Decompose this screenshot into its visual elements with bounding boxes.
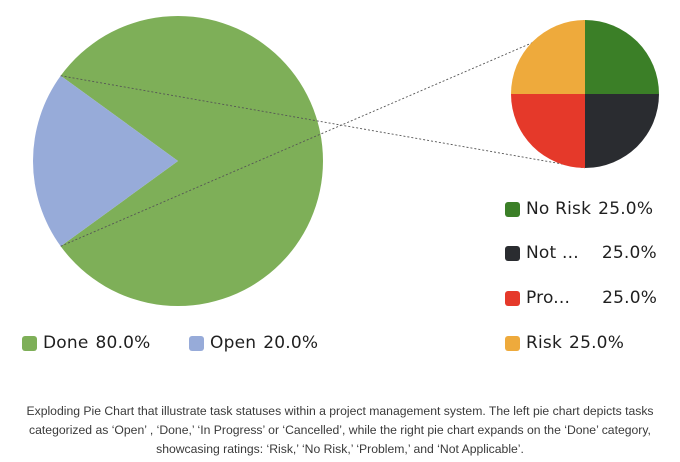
legend-percent: 25.0%	[569, 333, 625, 353]
detail-legend-item-pro: Pro... 25.0%	[505, 288, 657, 308]
legend-percent: 25.0%	[602, 288, 658, 308]
main-slice-done	[60, 15, 323, 306]
figure-caption: Exploding Pie Chart that illustrate task…	[26, 404, 654, 456]
legend-percent: 25.0%	[601, 243, 657, 263]
detail-legend-item-risk: Risk 25.0%	[505, 333, 624, 353]
connector-line-top	[60, 19, 586, 247]
legend-label: No Risk	[526, 199, 592, 219]
legend-label: Pro...	[526, 288, 571, 308]
legend-percent: 25.0%	[598, 199, 654, 219]
legend-percent: 80.0%	[95, 333, 151, 353]
legend-label: Done	[43, 333, 89, 353]
detail-legend-item-not: Not ... 25.0%	[505, 243, 657, 263]
detail-pie	[511, 20, 659, 168]
main-legend-item-done: Done 80.0%	[22, 333, 151, 353]
legend-swatch	[505, 245, 520, 261]
main-pie	[32, 15, 323, 306]
detail-slice-risk	[511, 20, 585, 94]
legend-swatch	[505, 201, 520, 217]
legend-label: Risk	[526, 333, 563, 353]
connector-line-bottom	[60, 75, 586, 169]
legend-swatch	[505, 290, 520, 306]
legend-swatch	[22, 335, 37, 351]
legend-swatch	[189, 335, 204, 351]
detail-legend-item-no-risk: No Risk 25.0%	[505, 199, 653, 219]
main-slice-open	[32, 75, 178, 247]
legend-label: Not ...	[526, 243, 579, 263]
detail-slice-not	[585, 94, 659, 168]
exploding-pie-chart	[32, 15, 659, 306]
main-legend-item-open: Open 20.0%	[189, 333, 318, 353]
legend-swatch	[505, 335, 520, 351]
legend-label: Open	[210, 333, 257, 353]
legend-percent: 20.0%	[263, 333, 319, 353]
connector-lines	[60, 19, 586, 247]
detail-slice-no-risk	[585, 20, 659, 94]
detail-slice-pro	[511, 94, 585, 168]
